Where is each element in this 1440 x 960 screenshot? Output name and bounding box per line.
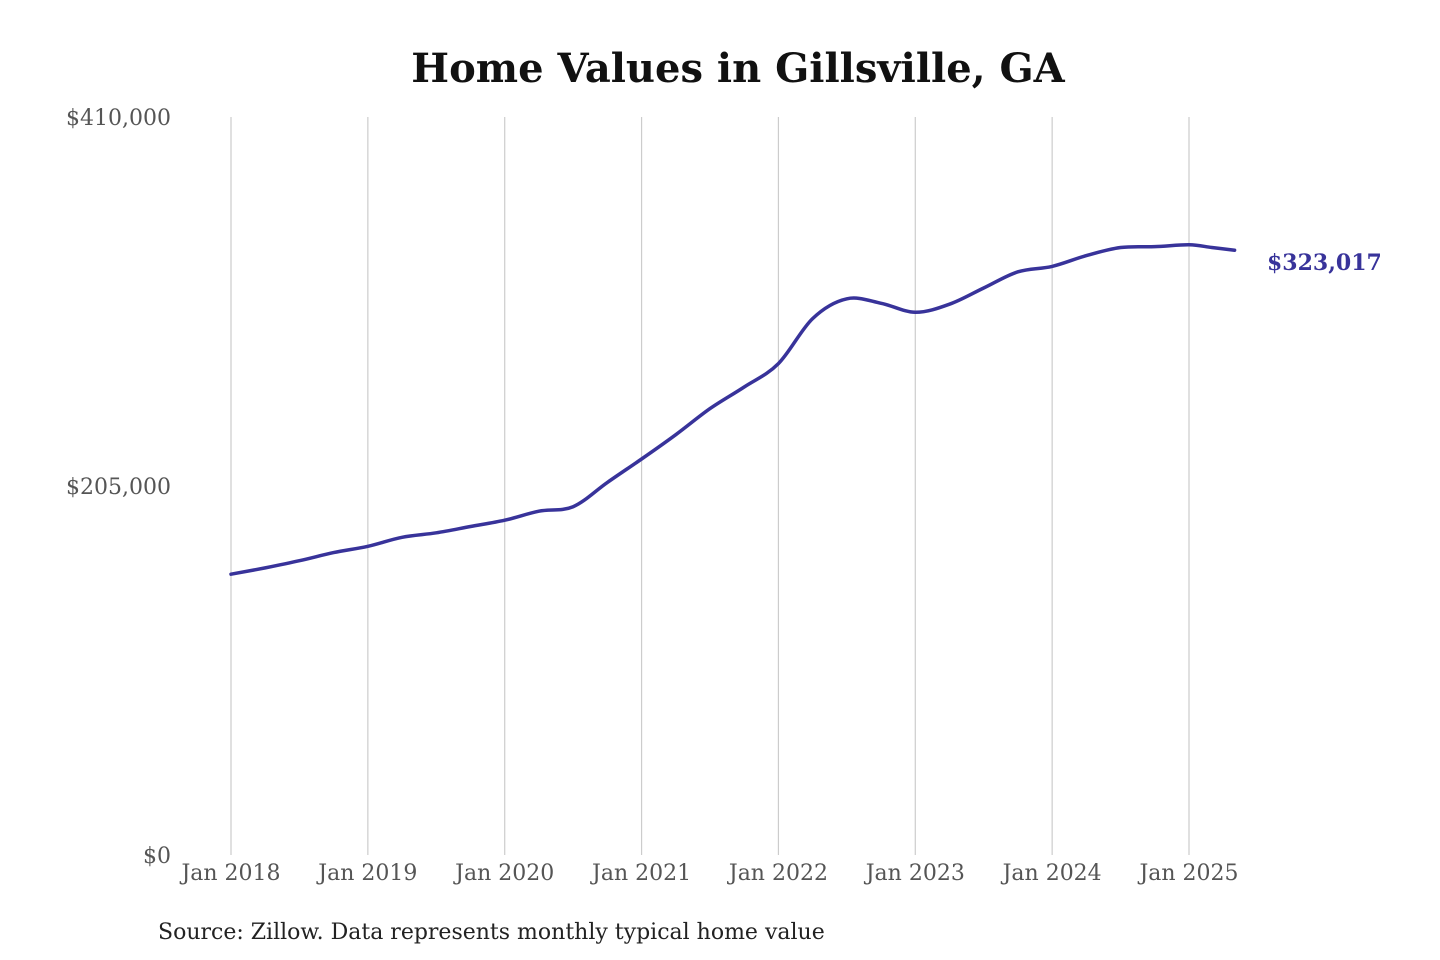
x-tick-label: Jan 2019 bbox=[316, 861, 417, 886]
y-axis-tick-labels: $0 $205,000 $410,000 bbox=[66, 106, 171, 869]
data-point bbox=[845, 297, 849, 301]
data-point bbox=[1210, 246, 1214, 250]
x-tick-label: Jan 2020 bbox=[453, 861, 554, 886]
data-point bbox=[229, 572, 233, 576]
data-point bbox=[640, 457, 644, 461]
data-point bbox=[879, 301, 883, 305]
x-tick-label: Jan 2024 bbox=[1001, 861, 1102, 886]
data-point bbox=[1119, 246, 1123, 250]
data-point bbox=[948, 302, 952, 306]
data-point bbox=[811, 317, 815, 321]
data-point bbox=[1187, 243, 1191, 247]
data-point bbox=[503, 518, 507, 522]
data-point bbox=[708, 407, 712, 411]
data-point bbox=[982, 286, 986, 290]
x-tick-label: Jan 2025 bbox=[1137, 861, 1238, 886]
x-tick-label: Jan 2023 bbox=[864, 861, 965, 886]
data-point bbox=[605, 480, 609, 484]
chart-title: Home Values in Gillsville, GA bbox=[411, 45, 1065, 92]
x-tick-label: Jan 2021 bbox=[590, 861, 691, 886]
y-tick-label: $205,000 bbox=[66, 475, 171, 500]
end-value-label: $323,017 bbox=[1267, 250, 1382, 276]
home-value-series-line bbox=[229, 243, 1237, 576]
y-tick-label: $0 bbox=[143, 844, 171, 869]
data-point bbox=[263, 566, 267, 570]
data-point bbox=[469, 525, 473, 529]
data-point bbox=[913, 310, 917, 314]
source-note: Source: Zillow. Data represents monthly … bbox=[158, 920, 825, 945]
data-point bbox=[400, 535, 404, 539]
data-point bbox=[571, 505, 575, 509]
data-point bbox=[674, 433, 678, 437]
data-point bbox=[297, 559, 301, 563]
data-point bbox=[434, 531, 438, 535]
data-point bbox=[776, 362, 780, 366]
x-axis-tick-labels: Jan 2018 Jan 2019 Jan 2020 Jan 2021 Jan 2022… bbox=[179, 861, 1238, 886]
data-point bbox=[537, 509, 541, 513]
data-point bbox=[332, 551, 336, 555]
data-point bbox=[1153, 245, 1157, 249]
x-tick-label: Jan 2018 bbox=[179, 861, 280, 886]
data-point bbox=[1016, 270, 1020, 274]
y-tick-label: $410,000 bbox=[66, 106, 171, 131]
data-point bbox=[1084, 254, 1088, 258]
x-tick-label: Jan 2022 bbox=[727, 861, 828, 886]
data-point bbox=[742, 385, 746, 389]
series-data-points bbox=[229, 243, 1237, 576]
data-point bbox=[1050, 264, 1054, 268]
data-point bbox=[366, 544, 370, 548]
grid-lines bbox=[230, 117, 1190, 855]
data-point bbox=[1233, 248, 1237, 252]
